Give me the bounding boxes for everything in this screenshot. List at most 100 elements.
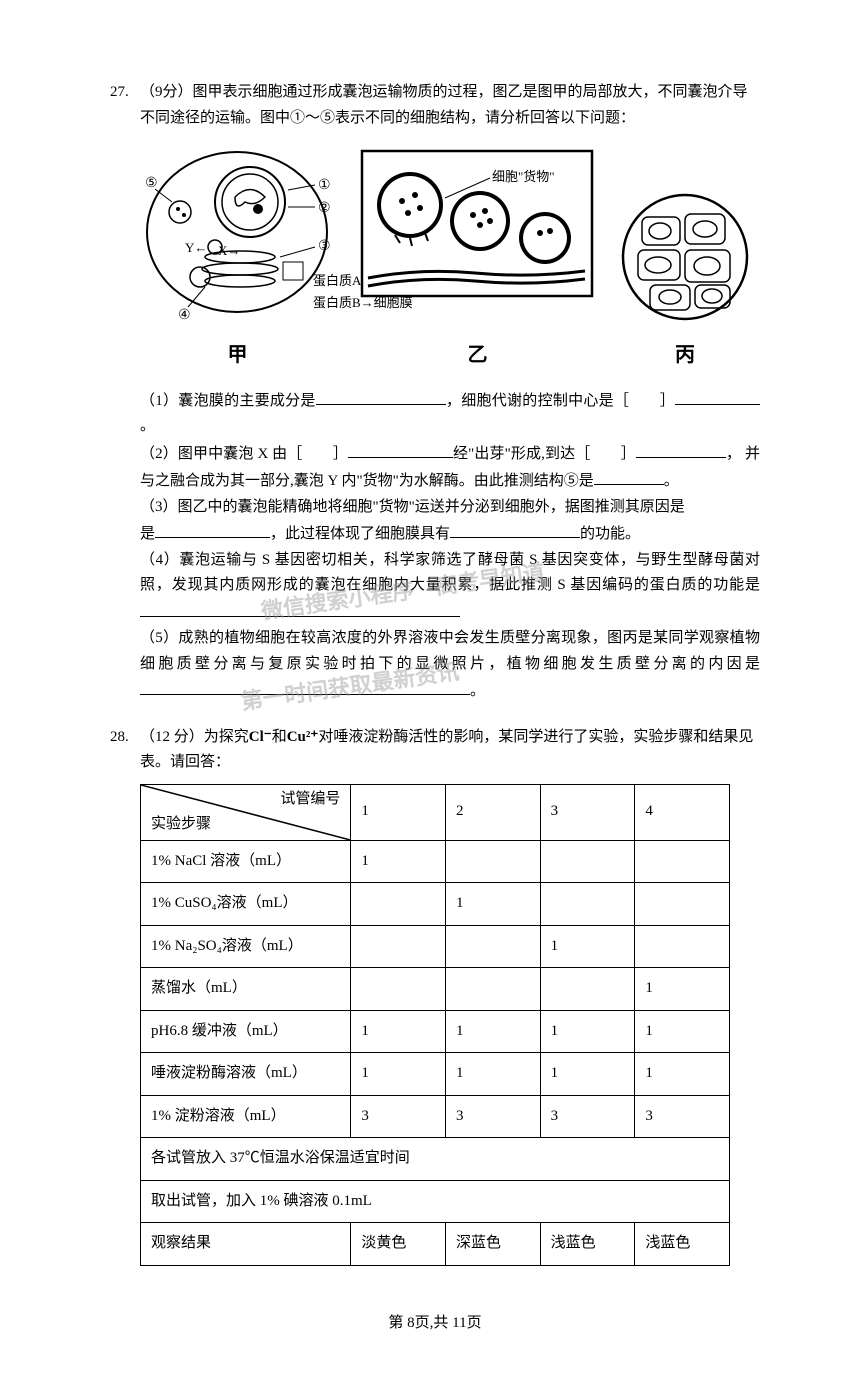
row-label: 蒸馏水（mL）	[141, 968, 351, 1011]
cell: 3	[540, 1095, 635, 1138]
cell: 3	[635, 1095, 730, 1138]
q28-intro-a: 为探究	[204, 729, 249, 745]
cell	[635, 925, 730, 968]
q28-header: 28. （12 分）为探究Cl⁻和Cu²⁺对唾液淀粉酶活性的影响，某同学进行了实…	[110, 725, 760, 776]
svg-text:X→: X→	[218, 243, 240, 258]
q27-sub5: （5）成熟的植物细胞在较高浓度的外界溶液中会发生质壁分离现象，图丙是某同学观察植…	[140, 626, 760, 705]
table-row: 蒸馏水（mL） 1	[141, 968, 730, 1011]
cl-ion: Cl⁻	[249, 729, 272, 745]
row-label: pH6.8 缓冲液（mL）	[141, 1010, 351, 1053]
cell: 1	[351, 840, 446, 883]
diagram-jia: Y← X→ ① ② ③ ④ ⑤ 甲	[140, 147, 335, 372]
q27-sub1-c: 。	[140, 418, 155, 434]
result-label: 观察结果	[141, 1223, 351, 1266]
blank[interactable]	[675, 387, 760, 405]
cell	[351, 925, 446, 968]
cell	[351, 883, 446, 926]
diagram-row: Y← X→ ① ② ③ ④ ⑤ 甲	[140, 143, 760, 372]
span-text-2: 取出试管，加入 1% 碘溶液 0.1mL	[141, 1180, 730, 1223]
q27-sub4-a: （4）囊泡运输与 S 基因密切相关，科学家筛选了酵母菌 S 基因突变体，与野生型…	[140, 552, 760, 594]
cell: 1	[351, 1010, 446, 1053]
q27-sub3-b: ，此过程体现了细胞膜具有	[270, 526, 450, 542]
plasmolysis-diagram-icon	[620, 192, 750, 322]
blank[interactable]	[594, 467, 664, 485]
cell	[635, 883, 730, 926]
experiment-table: 试管编号 实验步骤 1 2 3 4 1% NaCl 溶液（mL）1 1% CuS…	[140, 784, 730, 1266]
cell: 1	[446, 1053, 541, 1096]
result-cell: 深蓝色	[446, 1223, 541, 1266]
question-27: 27. （9分）图甲表示细胞通过形成囊泡运输物质的过程，图乙是图甲的局部放大，不…	[110, 80, 760, 705]
question-28: 28. （12 分）为探究Cl⁻和Cu²⁺对唾液淀粉酶活性的影响，某同学进行了实…	[110, 725, 760, 1266]
table-row: pH6.8 缓冲液（mL）1111	[141, 1010, 730, 1053]
blank[interactable]	[316, 387, 446, 405]
blank[interactable]	[140, 677, 470, 695]
q27-sub2-e: 。	[664, 473, 679, 489]
cell	[446, 840, 541, 883]
q27-number: 27.	[110, 80, 140, 106]
cell: 3	[446, 1095, 541, 1138]
blank[interactable]	[450, 520, 580, 538]
table-row: 1% 淀粉溶液（mL）3333	[141, 1095, 730, 1138]
page-footer: 第 8页,共 11页	[110, 1311, 760, 1337]
table-row: 唾液淀粉酶溶液（mL）1111	[141, 1053, 730, 1096]
table-row: 1% NaCl 溶液（mL）1	[141, 840, 730, 883]
row-label: 1% CuSO₄溶液（mL）	[141, 883, 351, 926]
q28-intro: （12 分）为探究Cl⁻和Cu²⁺对唾液淀粉酶活性的影响，某同学进行了实验，实验…	[140, 725, 760, 776]
cell: 1	[540, 1010, 635, 1053]
span-text-1: 各试管放入 37℃恒温水浴保温适宜时间	[141, 1138, 730, 1181]
svg-text:细胞"货物": 细胞"货物"	[492, 169, 555, 184]
q27-sub3: （3）图乙中的囊泡能精确地将细胞"货物"运送并分泌到细胞外，据图推测其原因是是，…	[140, 495, 760, 548]
row-label: 1% 淀粉溶液（mL）	[141, 1095, 351, 1138]
cell: 1	[635, 1010, 730, 1053]
blank[interactable]	[140, 599, 460, 617]
q28-and: 和	[272, 729, 287, 745]
cell: 1	[446, 1010, 541, 1053]
q27-sub5-a: （5）成熟的植物细胞在较高浓度的外界溶液中会发生质壁分离现象，图丙是某同学观察植…	[140, 630, 760, 672]
result-cell: 浅蓝色	[635, 1223, 730, 1266]
result-cell: 浅蓝色	[540, 1223, 635, 1266]
table-span-row: 取出试管，加入 1% 碘溶液 0.1mL	[141, 1180, 730, 1223]
col-1: 1	[351, 784, 446, 840]
result-cell: 淡黄色	[351, 1223, 446, 1266]
cell: 1	[635, 1053, 730, 1096]
diagram-yi: 细胞"货物" 蛋白质A 蛋白质B→细胞膜 乙	[360, 143, 595, 372]
q28-number: 28.	[110, 725, 140, 751]
table-span-row: 各试管放入 37℃恒温水浴保温适宜时间	[141, 1138, 730, 1181]
row-label: 1% Na₂SO₄溶液（mL）	[141, 925, 351, 968]
q27-sub1-a: （1）囊泡膜的主要成分是	[140, 393, 316, 409]
protein-labels: 蛋白质A 蛋白质B→细胞膜	[313, 270, 595, 314]
blank[interactable]	[636, 440, 726, 458]
svg-text:①: ①	[318, 178, 331, 193]
q27-sub2-a: （2）图甲中囊泡 X 由［ ］	[140, 446, 348, 462]
blank[interactable]	[155, 520, 270, 538]
cell: 1	[635, 968, 730, 1011]
cu-ion: Cu²⁺	[287, 729, 319, 745]
q27-sub4: （4）囊泡运输与 S 基因密切相关，科学家筛选了酵母菌 S 基因突变体，与野生型…	[140, 548, 760, 627]
svg-text:②: ②	[318, 201, 331, 216]
membrane-label: 细胞膜	[374, 295, 413, 310]
cell	[351, 968, 446, 1011]
table-row: 1% CuSO₄溶液（mL） 1	[141, 883, 730, 926]
q27-sub5-b: 。	[470, 683, 485, 699]
blank[interactable]	[348, 440, 453, 458]
diagram-bing: 丙	[620, 192, 750, 372]
cell	[446, 968, 541, 1011]
svg-text:⑤: ⑤	[145, 176, 158, 191]
caption-jia: 甲	[140, 338, 335, 372]
table-row: 1% Na₂SO₄溶液（mL）1	[141, 925, 730, 968]
cell	[540, 840, 635, 883]
q27-sub3-a: （3）图乙中的囊泡能精确地将细胞"货物"运送并分泌到细胞外，据图推测其原因是	[140, 499, 685, 515]
header-bot: 实验步骤	[151, 812, 211, 838]
cell	[540, 883, 635, 926]
q27-sub2: （2）图甲中囊泡 X 由［ ］经"出芽"形成,到达［ ］， 并与之融合成为其一部…	[140, 440, 760, 495]
cell	[635, 840, 730, 883]
q27-sub1-b: ，细胞代谢的控制中心是［ ］	[446, 393, 675, 409]
col-4: 4	[635, 784, 730, 840]
caption-yi: 乙	[360, 338, 595, 372]
q28-points: （12 分）	[140, 729, 204, 745]
svg-text:④: ④	[178, 308, 191, 322]
cell: 1	[446, 883, 541, 926]
q27-intro-text: 图甲表示细胞通过形成囊泡运输物质的过程，图乙是图甲的局部放大，不同囊泡介导不同途…	[140, 84, 748, 126]
q27-sub1: （1）囊泡膜的主要成分是 ，细胞代谢的控制中心是［ ］ 。	[140, 387, 760, 440]
cell	[446, 925, 541, 968]
